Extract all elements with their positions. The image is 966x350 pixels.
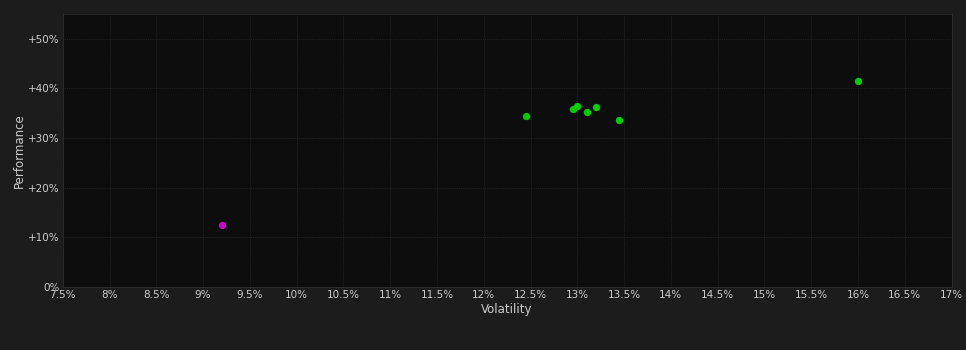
X-axis label: Volatility: Volatility [481, 302, 533, 316]
Point [611, 117, 627, 122]
Point [588, 105, 604, 110]
Point [565, 106, 581, 112]
Y-axis label: Performance: Performance [13, 113, 26, 188]
Point [518, 113, 533, 119]
Point [850, 78, 866, 84]
Point [570, 103, 585, 108]
Point [579, 110, 594, 115]
Point [214, 222, 230, 228]
